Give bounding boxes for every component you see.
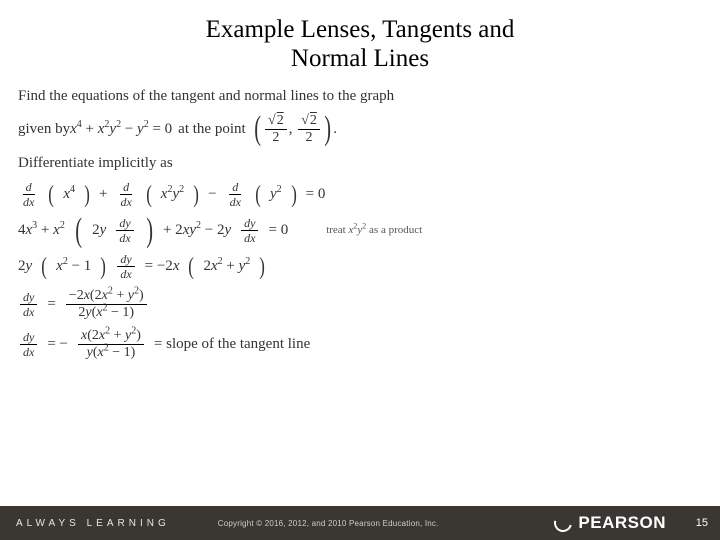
point-coordinates: ( √22 , √22 )	[252, 114, 334, 145]
title-line-2: Normal Lines	[291, 45, 429, 72]
given-equation-row: given by x4 + x2y2 − y2 = 0 at the point…	[18, 114, 702, 145]
pearson-brand-text: PEARSON	[578, 513, 666, 533]
page-number: 15	[696, 517, 708, 529]
slope-label: = slope of the tangent line	[154, 334, 310, 354]
pearson-logo: PEARSON	[554, 513, 666, 533]
pearson-swoosh-icon	[551, 511, 576, 536]
dy-dx-row-2: dydx = − x(2x2 + y2) y(x2 − 1) = slope o…	[18, 329, 702, 360]
footer-bar: ALWAYS LEARNING Copyright © 2016, 2012, …	[0, 506, 720, 540]
diff-computed-row: 4x3 + x2 ( 2y dydx ) + 2xy2 − 2y dydx = …	[18, 217, 702, 244]
product-rule-note: treat x2y2 as a product	[326, 223, 422, 238]
given-prefix: given by	[18, 119, 70, 139]
slide-content: Find the equations of the tangent and no…	[0, 74, 720, 361]
implicit-equation: x4 + x2y2 − y2 = 0	[70, 119, 172, 139]
copyright-text: Copyright © 2016, 2012, and 2010 Pearson…	[218, 519, 439, 528]
equals-zero-2: = 0	[268, 220, 288, 240]
collected-row: 2y(x2 − 1) dydx = −2x(2x2 + y2)	[18, 253, 702, 280]
at-point-text: at the point	[178, 119, 246, 139]
slide-title: Example Lenses, Tangents and Normal Line…	[0, 0, 720, 74]
diff-expanded-row: ddx (x4) + ddx (x2y2) − ddx (y2) = 0	[18, 181, 702, 208]
intro-text: Find the equations of the tangent and no…	[18, 86, 702, 106]
differentiate-text: Differentiate implicitly as	[18, 153, 702, 173]
period: .	[333, 119, 337, 139]
equals-zero-1: = 0	[306, 184, 326, 204]
always-learning-tagline: ALWAYS LEARNING	[0, 518, 170, 529]
dy-dx-row-1: dydx = −2x(2x2 + y2) 2y(x2 − 1)	[18, 289, 702, 320]
title-line-1: Example Lenses, Tangents and	[206, 16, 515, 43]
